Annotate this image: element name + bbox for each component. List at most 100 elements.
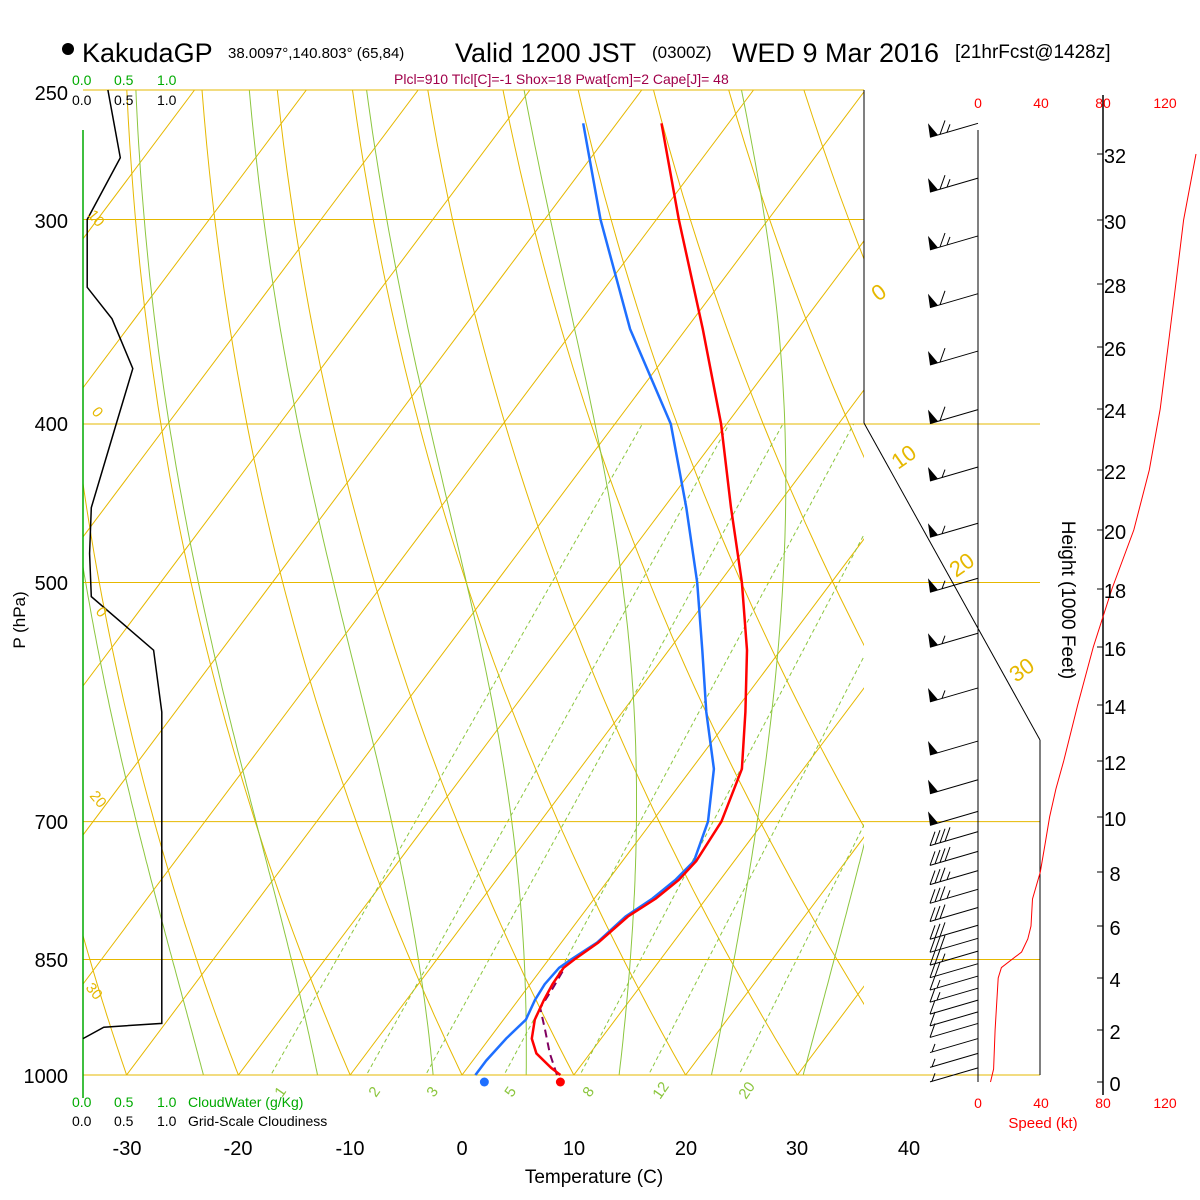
wind-barb-full: [929, 831, 936, 846]
wind-barb: [929, 975, 979, 991]
moist-adiabat-line: [366, 90, 527, 1075]
wind-barb-flag: [928, 687, 938, 702]
isotherm-line: [83, 90, 419, 538]
wind-barb-flag: [928, 779, 938, 794]
wind-barb-full: [929, 870, 936, 885]
mixing-ratio-line: [365, 423, 730, 1075]
wind-barb-full: [929, 999, 936, 1015]
wind-barb-full: [934, 905, 941, 921]
height-tick: 20: [1104, 522, 1126, 544]
speed-top-tick: 40: [1033, 95, 1049, 111]
cloudiness-top-tick-2: 1.0: [157, 92, 177, 108]
wind-barb-staff: [929, 577, 979, 593]
wind-barb: [929, 922, 979, 940]
wind-barb-full: [934, 887, 941, 903]
station-marker-icon: [62, 43, 74, 55]
wind-barb-staff: [929, 870, 979, 886]
wind-barb-full: [944, 846, 951, 862]
wind-barb-flag: [928, 351, 938, 366]
wind-barb: [929, 846, 979, 866]
wind-barb-full: [939, 886, 946, 901]
wind-barb-staff: [929, 740, 979, 756]
wind-barb-staff: [929, 810, 979, 826]
wind-panel-boundary: [863, 422, 1041, 741]
dewpoint-line: [474, 123, 716, 1076]
wind-barb-half: [936, 991, 941, 1001]
wind-barb-full: [929, 1011, 936, 1027]
mixing-ratio-line: [647, 655, 864, 1075]
isotherm-line: [573, 687, 864, 1075]
wind-barb-staff: [929, 1022, 979, 1038]
speed-bottom-tick: 0: [974, 1095, 982, 1111]
dry-adiabat-label: 30: [1005, 653, 1039, 688]
wind-barb-staff: [929, 177, 979, 193]
moist-adiabat-line: [248, 90, 434, 1075]
temperature-tick: 30: [786, 1138, 808, 1160]
moist-adiabat-label: 0: [92, 604, 110, 621]
wind-barb: [929, 987, 979, 1003]
wind-barb-full: [934, 962, 941, 977]
speed-axis-title: Speed (kt): [1008, 1115, 1077, 1132]
dry-adiabat-line: [83, 933, 128, 1075]
wind-barb-half: [931, 1058, 936, 1067]
temperature-tick: -20: [224, 1138, 253, 1160]
wind-barb-half: [931, 1073, 936, 1082]
wind-barb: [928, 466, 979, 482]
wind-barb-half: [941, 580, 946, 589]
height-tick: 0: [1109, 1074, 1120, 1096]
speed-bottom-tick: 120: [1153, 1095, 1177, 1111]
isotherm-line: [83, 90, 307, 389]
wind-barb-staff: [929, 687, 979, 703]
pressure-tick: 850: [35, 950, 68, 972]
dry-adiabat-line: [351, 90, 687, 1075]
x-axis-title: Temperature (C): [525, 1167, 663, 1188]
plot-area-grid: [83, 90, 864, 1075]
wind-barb-staff: [929, 293, 979, 309]
height-tick: 14: [1104, 697, 1126, 719]
wind-barb-half: [946, 236, 951, 246]
wind-barb-full: [929, 1023, 936, 1038]
wind-barb: [929, 867, 979, 886]
cloudwater-top-tick-1: 0.5: [114, 72, 134, 88]
moist-adiabat-line: [802, 843, 864, 1075]
wind-barb-full: [939, 935, 946, 950]
wind-barb: [929, 827, 979, 847]
wind-barb-half: [946, 178, 951, 188]
temperature-tick: -30: [113, 1138, 142, 1160]
wind-barb: [928, 779, 979, 795]
wind-barb: [929, 904, 979, 922]
wind-barb-full: [939, 290, 946, 305]
pressure-tick: 250: [35, 83, 68, 105]
speed-bottom-tick: 40: [1033, 1095, 1049, 1111]
forecast-info: [21hrFcst@1428z]: [955, 42, 1111, 63]
wind-barb-staff: [929, 987, 979, 1003]
dry-adiabat-line: [502, 90, 864, 1006]
height-tick: 26: [1104, 339, 1126, 361]
dry-adiabat-line: [803, 90, 864, 261]
dry-adiabat-label: 0: [867, 279, 891, 307]
moist-adiabat-line: [83, 563, 204, 1075]
wind-barb-full: [939, 120, 946, 135]
wind-barb-flag: [928, 633, 938, 648]
surface-dewpoint-dot: [479, 1077, 489, 1087]
speed-top-tick: 0: [974, 95, 982, 111]
pressure-tick: 400: [35, 414, 68, 436]
wind-barb-half: [941, 690, 946, 699]
wind-barb-staff: [929, 409, 979, 425]
wind-barb: [928, 232, 979, 251]
wind-barb-staff: [929, 466, 979, 482]
wind-barb-staff: [929, 350, 979, 366]
speed-top-tick: 80: [1095, 95, 1111, 111]
speed-top-tick: 120: [1153, 95, 1177, 111]
wind-barb-full: [939, 848, 946, 863]
wind-barb-staff: [929, 950, 979, 966]
wind-barb-staff: [929, 907, 979, 922]
wind-barb-staff: [929, 1011, 979, 1027]
wind-barb-full: [939, 904, 946, 919]
valid-zulu: (0300Z): [652, 43, 712, 62]
mixing-ratio-label: 20: [735, 1079, 758, 1102]
dry-adiabat-line: [577, 90, 864, 828]
wind-barb: [929, 1022, 979, 1038]
wind-barb: [928, 347, 979, 366]
dry-adiabat-line: [728, 90, 864, 459]
